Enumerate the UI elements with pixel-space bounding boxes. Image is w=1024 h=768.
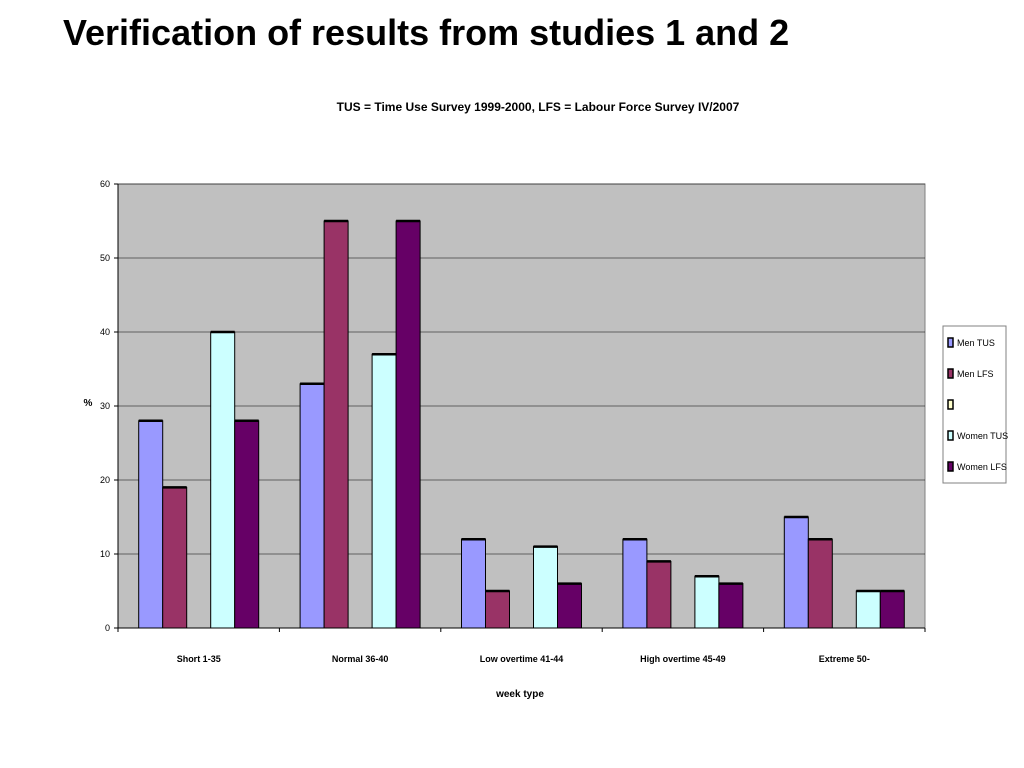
bar-women-lfs (395, 220, 421, 629)
bar-women-tus (694, 575, 720, 629)
bar-women-tus (210, 331, 236, 629)
y-tick-label: 0 (105, 623, 110, 633)
legend-label: Men LFS (957, 369, 994, 379)
bar-women-lfs (557, 583, 582, 629)
bar-men-tus (783, 516, 809, 629)
bar-men-tus (138, 420, 164, 629)
x-tick-label: Normal 36-40 (332, 654, 389, 664)
x-axis-title: week type (495, 689, 544, 700)
bar-men-tus (299, 383, 325, 629)
bar-women-lfs (879, 590, 905, 629)
y-tick-label: 30 (100, 401, 110, 411)
legend-swatch (947, 337, 954, 348)
bar-men-lfs (162, 486, 188, 629)
legend-swatch (947, 368, 954, 379)
bar-men-lfs (646, 560, 672, 629)
legend-label: Women LFS (957, 462, 1007, 472)
y-tick-label: 60 (100, 179, 110, 189)
bar-women-tus (533, 546, 558, 629)
legend-label: Women TUS (957, 431, 1008, 441)
legend-swatch (947, 430, 954, 441)
legend-label: Men TUS (957, 338, 995, 348)
bar-men-lfs (323, 220, 349, 629)
y-tick-label: 40 (100, 327, 110, 337)
bar-men-tus (622, 538, 648, 629)
y-tick-label: 20 (100, 475, 110, 485)
bar-men-tus (461, 538, 486, 629)
x-tick-label: Extreme 50- (819, 654, 870, 664)
plot-area: 0 10 20 30 40 50 60 Short 1-35 Normal 36-40 Low o… (100, 179, 926, 664)
legend-swatch (947, 461, 954, 472)
x-tick-label: Low overtime 41-44 (480, 654, 564, 664)
bar-women-lfs (234, 420, 260, 629)
legend: Men TUS Men LFS Women TUS Women LFS (942, 325, 1008, 484)
bar-women-lfs (718, 583, 744, 629)
y-tick-label: 50 (100, 253, 110, 263)
chart-title: TUS = Time Use Survey 1999-2000, LFS = L… (337, 100, 740, 114)
bar-men-lfs (485, 590, 510, 629)
bar-men-lfs (807, 538, 833, 629)
bar-women-tus (371, 353, 397, 629)
legend-swatch (947, 399, 954, 410)
bar-women-tus (855, 590, 881, 629)
y-tick-label: 10 (100, 549, 110, 559)
slide-title: Verification of results from studies 1 a… (63, 12, 790, 53)
x-tick-label: High overtime 45-49 (640, 654, 726, 664)
y-axis-title: % (84, 398, 93, 409)
x-tick-label: Short 1-35 (177, 654, 221, 664)
